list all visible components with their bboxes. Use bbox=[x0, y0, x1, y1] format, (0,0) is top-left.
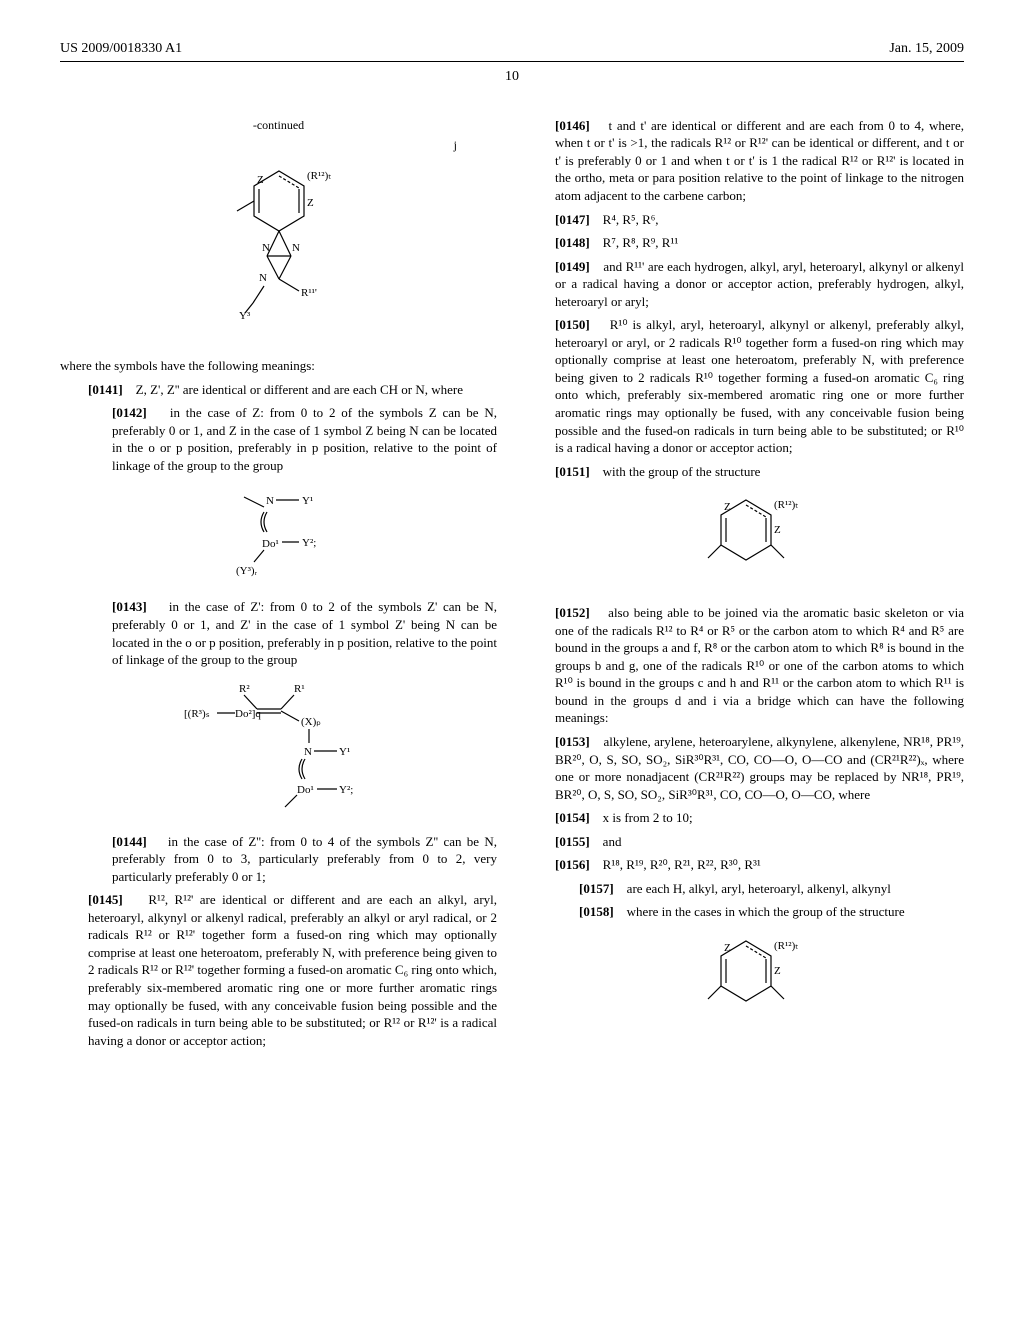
para-text: R⁷, R⁸, R⁹, R¹¹ bbox=[603, 235, 679, 250]
chemical-structure-j: (R¹²)ₜ Z Z N N N bbox=[60, 161, 497, 341]
para-0149: [0149] and R¹¹' are each hydrogen, alkyl… bbox=[555, 258, 964, 311]
para-num: [0141] bbox=[88, 382, 123, 397]
para-num: [0142] bbox=[112, 405, 147, 420]
para-0148: [0148] R⁷, R⁸, R⁹, R¹¹ bbox=[555, 234, 964, 252]
para-0157: [0157] are each H, alkyl, aryl, heteroar… bbox=[579, 880, 964, 898]
svg-text:N: N bbox=[292, 242, 300, 254]
para-num: [0144] bbox=[112, 834, 147, 849]
svg-text:(X)ₚ: (X)ₚ bbox=[301, 716, 321, 728]
svg-text:Z: Z bbox=[307, 197, 314, 209]
content-columns: -continued j (R¹²)ₜ Z bbox=[60, 117, 964, 1055]
para-num: [0155] bbox=[555, 834, 590, 849]
chemical-structure-hexagon-2: (R¹²)ₜ Z Z bbox=[527, 929, 964, 1029]
para-text: alkylene, arylene, heteroarylene, alkyny… bbox=[555, 734, 964, 802]
para-num: [0145] bbox=[88, 892, 123, 907]
svg-text:Y¹: Y¹ bbox=[339, 746, 350, 758]
para-text: with the group of the structure bbox=[603, 464, 761, 479]
para-text: t and t' are identical or different and … bbox=[555, 118, 964, 203]
page-number: 10 bbox=[60, 68, 964, 87]
para-0156: [0156] R¹⁸, R¹⁹, R²⁰, R²¹, R²², R³⁰, R³¹ bbox=[555, 856, 964, 874]
svg-text:R¹¹': R¹¹' bbox=[301, 287, 317, 299]
svg-text:[(R³)ₛ: [(R³)ₛ bbox=[184, 708, 210, 720]
para-text: Z, Z', Z'' are identical or different an… bbox=[136, 382, 463, 397]
pub-date: Jan. 15, 2009 bbox=[889, 40, 964, 59]
para-0153: [0153] alkylene, arylene, heteroarylene,… bbox=[555, 733, 964, 803]
pub-number: US 2009/0018330 A1 bbox=[60, 40, 182, 59]
svg-text:N: N bbox=[262, 242, 270, 254]
svg-text:Do²]q: Do²]q bbox=[235, 708, 261, 720]
para-0154: [0154] x is from 2 to 10; bbox=[555, 809, 964, 827]
svg-text:Do¹: Do¹ bbox=[262, 538, 279, 550]
para-num: [0151] bbox=[555, 464, 590, 479]
para-text: and R¹¹' are each hydrogen, alkyl, aryl,… bbox=[555, 259, 964, 309]
para-num: [0150] bbox=[555, 317, 590, 332]
para-text: where in the cases in which the group of… bbox=[627, 904, 905, 919]
continued-label: -continued bbox=[60, 117, 497, 133]
svg-text:(R¹²)ₜ: (R¹²)ₜ bbox=[774, 940, 799, 952]
svg-text:R²: R² bbox=[239, 683, 250, 695]
para-num: [0146] bbox=[555, 118, 590, 133]
para-num: [0157] bbox=[579, 881, 614, 896]
patent-page: US 2009/0018330 A1 Jan. 15, 2009 10 -con… bbox=[0, 0, 1024, 1095]
svg-text:Y²;: Y²; bbox=[302, 537, 316, 549]
svg-text:Y²;: Y²; bbox=[339, 784, 353, 796]
para-num: [0149] bbox=[555, 259, 590, 274]
svg-text:Z: Z bbox=[774, 524, 781, 536]
para-text: in the case of Z'': from 0 to 4 of the s… bbox=[112, 834, 497, 884]
svg-text:N: N bbox=[266, 495, 274, 507]
para-num: [0156] bbox=[555, 857, 590, 872]
para-text: R⁴, R⁵, R⁶, bbox=[603, 212, 659, 227]
para-text: R¹⁸, R¹⁹, R²⁰, R²¹, R²², R³⁰, R³¹ bbox=[603, 857, 761, 872]
intro-text: where the symbols have the following mea… bbox=[60, 357, 497, 375]
para-0143: [0143] in the case of Z': from 0 to 2 of… bbox=[112, 598, 497, 668]
svg-text:N: N bbox=[304, 746, 312, 758]
para-text: also being able to be joined via the aro… bbox=[555, 605, 964, 725]
svg-text:(R¹²)ₜ: (R¹²)ₜ bbox=[307, 170, 332, 182]
para-0141: [0141] Z, Z', Z'' are identical or diffe… bbox=[88, 381, 497, 399]
svg-text:Z: Z bbox=[257, 174, 264, 186]
para-0155: [0155] and bbox=[555, 833, 964, 851]
left-column: -continued j (R¹²)ₜ Z bbox=[60, 117, 497, 1055]
right-column: [0146] t and t' are identical or differe… bbox=[527, 117, 964, 1055]
svg-text:(R¹²)ₜ: (R¹²)ₜ bbox=[774, 499, 799, 511]
svg-text:Do¹: Do¹ bbox=[297, 784, 314, 796]
svg-text:Y³: Y³ bbox=[239, 310, 251, 322]
para-text: are each H, alkyl, aryl, heteroaryl, alk… bbox=[627, 881, 891, 896]
page-header: US 2009/0018330 A1 Jan. 15, 2009 bbox=[60, 40, 964, 62]
para-text: in the case of Z': from 0 to 2 of the sy… bbox=[112, 599, 497, 667]
para-0147: [0147] R⁴, R⁵, R⁶, bbox=[555, 211, 964, 229]
para-0152: [0152] also being able to be joined via … bbox=[555, 604, 964, 727]
para-text: R¹², R¹²' are identical or different and… bbox=[88, 892, 497, 1047]
para-num: [0153] bbox=[555, 734, 590, 749]
para-text: R¹⁰ is alkyl, aryl, heteroaryl, alkynyl … bbox=[555, 317, 964, 455]
para-text: x is from 2 to 10; bbox=[603, 810, 693, 825]
svg-text:Z: Z bbox=[724, 501, 731, 513]
para-0144: [0144] in the case of Z'': from 0 to 4 o… bbox=[112, 833, 497, 886]
para-num: [0154] bbox=[555, 810, 590, 825]
svg-text:R¹: R¹ bbox=[294, 683, 305, 695]
para-num: [0152] bbox=[555, 605, 590, 620]
para-num: [0158] bbox=[579, 904, 614, 919]
para-0146: [0146] t and t' are identical or differe… bbox=[555, 117, 964, 205]
para-num: [0148] bbox=[555, 235, 590, 250]
para-num: [0147] bbox=[555, 212, 590, 227]
chemical-structure-hexagon-1: (R¹²)ₜ Z Z bbox=[527, 488, 964, 588]
chemical-structure-group-2: R² R¹ [(R³)ₛ Do²]q (X)ₚ N bbox=[60, 677, 497, 817]
chemical-structure-group-1: N Y¹ Do¹ Y²; (Y³)ᵣ bbox=[60, 482, 497, 582]
para-text: and bbox=[603, 834, 622, 849]
para-0142: [0142] in the case of Z: from 0 to 2 of … bbox=[112, 404, 497, 474]
para-0158: [0158] where in the cases in which the g… bbox=[579, 903, 964, 921]
svg-text:Z: Z bbox=[724, 942, 731, 954]
svg-text:Y¹: Y¹ bbox=[302, 495, 313, 507]
para-num: [0143] bbox=[112, 599, 147, 614]
svg-text:Z: Z bbox=[774, 965, 781, 977]
structure-label-j: j bbox=[60, 137, 497, 153]
para-0150: [0150] R¹⁰ is alkyl, aryl, heteroaryl, a… bbox=[555, 316, 964, 456]
para-0145: [0145] R¹², R¹²' are identical or differ… bbox=[88, 891, 497, 1049]
svg-text:N: N bbox=[259, 272, 267, 284]
para-text: in the case of Z: from 0 to 2 of the sym… bbox=[112, 405, 497, 473]
para-0151: [0151] with the group of the structure bbox=[555, 463, 964, 481]
svg-text:(Y³)ᵣ: (Y³)ᵣ bbox=[236, 565, 258, 577]
